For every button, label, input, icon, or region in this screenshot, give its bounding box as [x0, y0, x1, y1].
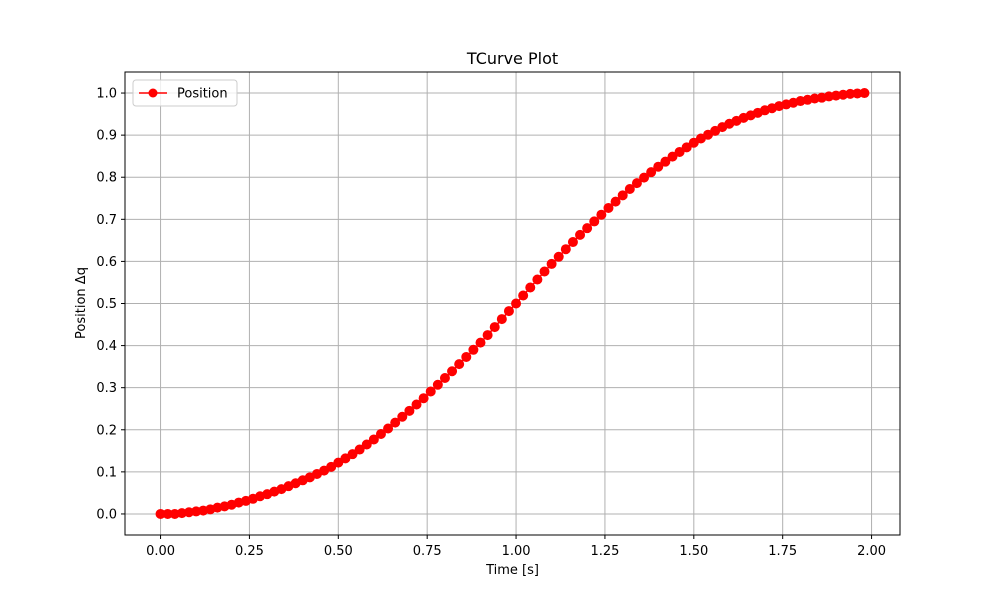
data-point: [368, 434, 379, 445]
data-point: [454, 359, 465, 370]
data-point: [482, 330, 493, 341]
data-point: [404, 405, 415, 416]
legend-box: [132, 79, 238, 107]
data-point: [496, 314, 507, 325]
x-tick-label: 1.75: [768, 544, 797, 559]
data-point: [447, 366, 458, 377]
data-point: [596, 209, 607, 220]
data-point: [425, 386, 436, 397]
data-point: [354, 444, 365, 455]
data-point: [589, 216, 600, 227]
data-point: [681, 142, 692, 153]
data-point: [468, 344, 479, 355]
data-point: [575, 229, 586, 240]
data-point: [511, 298, 522, 309]
data-point: [617, 190, 628, 201]
data-point: [461, 351, 472, 362]
data-point: [489, 322, 500, 333]
data-point: [475, 337, 486, 348]
y-tick-label: 0.5: [96, 297, 117, 312]
y-tick-label: 0.0: [96, 507, 117, 522]
data-point: [518, 290, 529, 301]
x-tick-label: 1.25: [590, 544, 619, 559]
data-point: [390, 417, 401, 428]
chart-title: TCurve Plot: [466, 49, 558, 68]
data-point: [567, 237, 578, 248]
x-tick-label: 2.00: [857, 544, 886, 559]
axis-ticks: 0.00 0.25 0.50 0.75 1.00 1.25 1.50 1.75 2.00 0.0 0…: [96, 87, 886, 559]
y-tick-label: 0.8: [96, 171, 117, 186]
x-axis-label: Time [s]: [485, 563, 539, 578]
data-point: [347, 449, 358, 460]
data-point: [639, 172, 650, 183]
data-point: [375, 428, 386, 439]
y-tick-label: 0.7: [96, 213, 117, 228]
y-tick-label: 0.6: [96, 255, 117, 270]
data-point: [582, 223, 593, 234]
data-point: [624, 184, 635, 195]
x-tick-label: 0.50: [324, 544, 353, 559]
data-point: [397, 411, 408, 422]
data-point: [383, 423, 394, 434]
x-tick-label: 0.25: [235, 544, 264, 559]
legend: Position: [132, 79, 238, 107]
x-tick-label: 1.00: [502, 544, 531, 559]
data-point: [418, 393, 429, 404]
y-tick-label: 0.2: [96, 423, 117, 438]
y-tick-label: 0.9: [96, 129, 117, 144]
data-point: [432, 379, 443, 390]
data-point: [859, 88, 870, 99]
x-tick-label: 0.00: [146, 544, 175, 559]
data-point: [560, 244, 571, 255]
data-point: [411, 399, 422, 410]
y-tick-label: 0.1: [96, 465, 117, 480]
data-point: [525, 282, 536, 293]
data-point: [539, 266, 550, 277]
data-point: [546, 258, 557, 269]
data-point: [553, 251, 564, 262]
y-axis-label: Position Δq: [74, 267, 89, 339]
data-point: [610, 196, 621, 207]
data-point: [532, 274, 543, 285]
data-point: [667, 151, 678, 162]
y-tick-label: 0.3: [96, 381, 117, 396]
y-tick-label: 0.4: [96, 339, 117, 354]
data-point: [631, 178, 642, 189]
data-point: [660, 156, 671, 167]
data-point: [603, 202, 614, 213]
data-point: [674, 146, 685, 157]
y-tick-label: 1.0: [96, 87, 117, 102]
data-series-layer: [155, 88, 870, 519]
data-point: [361, 439, 372, 450]
legend-label: Position: [177, 87, 228, 102]
data-point: [653, 161, 664, 172]
data-point: [646, 167, 657, 178]
x-tick-label: 0.75: [413, 544, 442, 559]
data-point: [503, 306, 514, 317]
legend-marker-swatch: [148, 88, 158, 98]
x-tick-label: 1.50: [679, 544, 708, 559]
data-point: [439, 373, 450, 384]
